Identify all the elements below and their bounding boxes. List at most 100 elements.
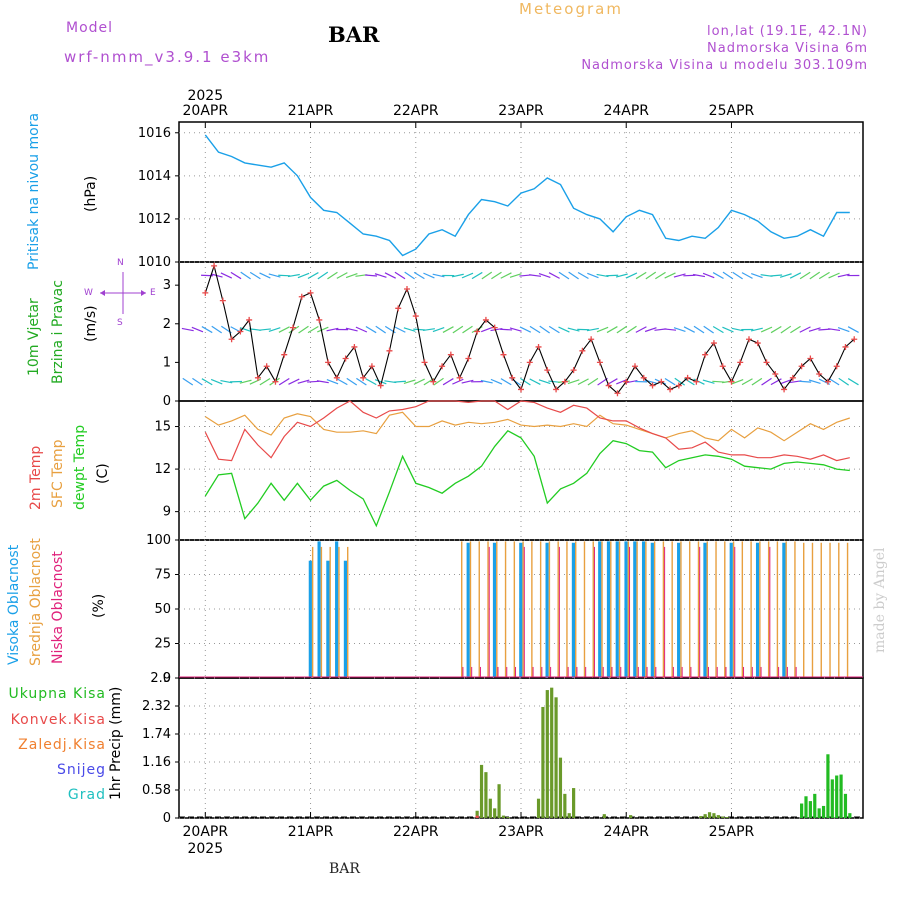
cloud-low-bar: [655, 666, 657, 678]
wind-barb: [577, 378, 589, 386]
cloud-low-bar: [602, 666, 604, 678]
cloud-low-bar: [506, 666, 508, 678]
wind-barb: [500, 378, 512, 386]
cloud-low-bar: [672, 666, 674, 678]
wind-barb: [442, 326, 454, 333]
wind-barb: [664, 328, 677, 331]
sfc-temp-line: [204, 411, 850, 442]
precip-total-bar: [804, 796, 808, 818]
wind-barb: [808, 379, 821, 384]
cloud-mid-bar: [627, 541, 630, 678]
wind-barb: [192, 377, 203, 386]
cloud-low-bar: [699, 546, 701, 678]
wind-barb: [529, 378, 541, 385]
wind-legend-s: S: [117, 318, 123, 328]
cloud-mid-bar: [653, 541, 656, 678]
wind-barb: [558, 326, 570, 333]
cloud-high-bar: [343, 560, 348, 678]
wind-speed-marker: [798, 363, 805, 370]
y-tick-label: 100: [146, 533, 171, 548]
wind-speed-marker: [202, 289, 209, 296]
station-title: BAR: [328, 22, 380, 47]
wind-barb: [586, 327, 599, 332]
cloud-mid-bar: [724, 541, 726, 678]
wind-barb: [374, 273, 387, 278]
wind-speed-marker: [237, 328, 244, 335]
wind-speed-marker: [263, 363, 270, 370]
wind-barb: [712, 272, 724, 280]
cloud-mid-bar: [583, 541, 586, 678]
cloud-high-bar: [545, 542, 549, 678]
wind-barb: [847, 326, 859, 333]
y-tick-label: 1016: [138, 126, 171, 141]
wind-barb: [307, 380, 320, 383]
wind-speed-marker: [658, 378, 665, 385]
precip-total-bar: [800, 803, 804, 818]
wind-barb: [394, 271, 406, 280]
cloud-high-bar: [782, 542, 786, 678]
wind-barb: [731, 379, 744, 385]
cloud-mid-bar: [311, 546, 314, 678]
wind-barb: [404, 271, 415, 280]
wind-speed-marker: [579, 347, 586, 354]
wind-speed-marker: [307, 289, 314, 296]
cloud-mid-bar: [496, 541, 498, 678]
wind-barb: [278, 326, 290, 333]
precip-total-bar: [817, 808, 821, 818]
wind-speed-marker: [588, 336, 595, 343]
precip-total-title: Ukupna Kisa: [8, 686, 106, 702]
wind-barb: [403, 379, 416, 384]
wind-barb: [355, 326, 368, 333]
wind-barb: [462, 325, 473, 334]
wind-barb: [751, 377, 763, 386]
wind-barb: [712, 380, 725, 383]
wind-barb: [432, 273, 445, 278]
wind-barb: [808, 327, 821, 332]
top-day-label: 22APR: [393, 103, 439, 119]
wind-barb: [770, 378, 782, 386]
wind-barb: [182, 273, 193, 277]
wind-barb: [770, 274, 783, 277]
cloud-low-bar: [488, 546, 490, 678]
cloud-mid-bar: [575, 541, 577, 678]
wind-speed-marker: [728, 378, 735, 385]
wind-barb: [365, 274, 378, 277]
precip-total-bar: [808, 801, 812, 818]
cloud-high-bar: [606, 541, 611, 678]
precip-total-bar: [826, 754, 830, 818]
wind-barb: [393, 380, 407, 383]
cloud-low-bar: [593, 546, 595, 678]
wind-legend-w: W: [84, 288, 93, 298]
wind-speed-marker: [360, 374, 367, 381]
precip-total-bar: [536, 798, 541, 818]
wind-speed-marker: [395, 305, 402, 312]
wind-speed-marker: [623, 378, 630, 385]
wind-barb: [480, 326, 493, 333]
wind-barb: [423, 272, 435, 279]
bottom-year-label: 2025: [187, 841, 223, 857]
wind-barb: [346, 377, 358, 386]
wind-barb: [790, 325, 801, 334]
precip-conv-title: Konvek.Kisa: [10, 712, 106, 728]
wind-barb: [500, 328, 513, 331]
wind-speed-marker: [684, 374, 691, 381]
wind-barb: [452, 325, 464, 334]
wind-barb: [509, 273, 522, 278]
wind-barb: [799, 380, 812, 383]
wind-barb: [288, 378, 300, 385]
precip-total-bar: [572, 788, 576, 818]
cloud-high-bar: [519, 542, 523, 678]
wind-barb: [317, 326, 329, 333]
wind-barb: [673, 273, 686, 278]
wind-barb: [365, 378, 377, 386]
precip-total-bar: [699, 816, 703, 818]
wind-barb: [770, 325, 782, 334]
wind-barb: [741, 378, 753, 386]
cloud-low-bar: [786, 666, 788, 678]
wind-barb: [587, 377, 599, 386]
cloud-mid-bar: [785, 541, 787, 678]
wind-barb: [336, 272, 348, 279]
y-tick-label: 15: [154, 420, 171, 435]
wind-barb: [451, 273, 464, 278]
